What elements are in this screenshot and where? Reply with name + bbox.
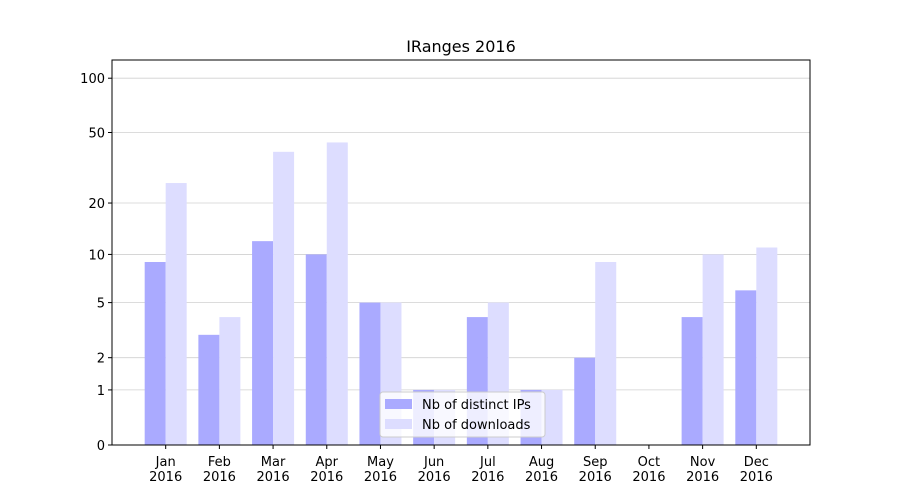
x-tick-label: Jul [479, 455, 496, 470]
x-tick-label: 2016 [579, 470, 612, 485]
x-tick-label: 2016 [525, 470, 558, 485]
x-tick-label: 2016 [364, 470, 397, 485]
bar [219, 317, 241, 445]
x-tick-label: 2016 [418, 470, 451, 485]
bar [305, 254, 327, 445]
bar [756, 247, 778, 445]
x-tick-label: 2016 [257, 470, 290, 485]
x-tick-label: 2016 [149, 470, 182, 485]
y-tick-label: 20 [88, 197, 105, 212]
bar [574, 357, 596, 445]
x-tick-label: Nov [690, 455, 716, 470]
x-tick-label: Jun [423, 455, 444, 470]
x-tick-label: Jan [155, 455, 176, 470]
x-tick-label: 2016 [740, 470, 773, 485]
legend-label: Nb of distinct IPs [422, 398, 531, 413]
legend-box [379, 391, 546, 438]
legend-label: Nb of downloads [422, 418, 531, 433]
x-tick-label: Oct [638, 455, 660, 470]
bar [595, 261, 617, 445]
x-tick-label: 2016 [632, 470, 665, 485]
bar [735, 290, 757, 445]
x-tick-label: 2016 [203, 470, 236, 485]
y-tick-label: 50 [88, 127, 105, 142]
chart-title: IRanges 2016 [406, 37, 516, 56]
bar [702, 254, 724, 445]
bar [681, 317, 703, 445]
bar [326, 142, 348, 445]
bar [541, 389, 563, 445]
x-tick-label: 2016 [471, 470, 504, 485]
x-tick-label: Dec [744, 455, 769, 470]
bar [252, 241, 274, 445]
bar [165, 183, 187, 445]
x-tick-label: Sep [583, 455, 608, 470]
bar [198, 334, 220, 445]
x-tick-label: Feb [208, 455, 231, 470]
bar [144, 261, 166, 445]
x-tick-label: 2016 [686, 470, 719, 485]
x-tick-label: Mar [261, 455, 286, 470]
y-tick-label: 0 [97, 439, 105, 454]
y-tick-label: 2 [97, 352, 105, 367]
x-tick-label: 2016 [310, 470, 343, 485]
y-tick-label: 1 [97, 384, 105, 399]
y-tick-label: 100 [80, 72, 105, 87]
x-tick-label: Aug [529, 455, 554, 470]
plot-frame [111, 59, 811, 446]
bar [273, 151, 295, 445]
x-tick-label: Apr [316, 455, 339, 470]
y-tick-label: 10 [88, 248, 105, 263]
legend-swatch [385, 399, 412, 409]
x-tick-label: May [367, 455, 394, 470]
y-tick-label: 5 [97, 297, 105, 312]
legend-swatch [385, 419, 412, 429]
bar [359, 302, 381, 445]
